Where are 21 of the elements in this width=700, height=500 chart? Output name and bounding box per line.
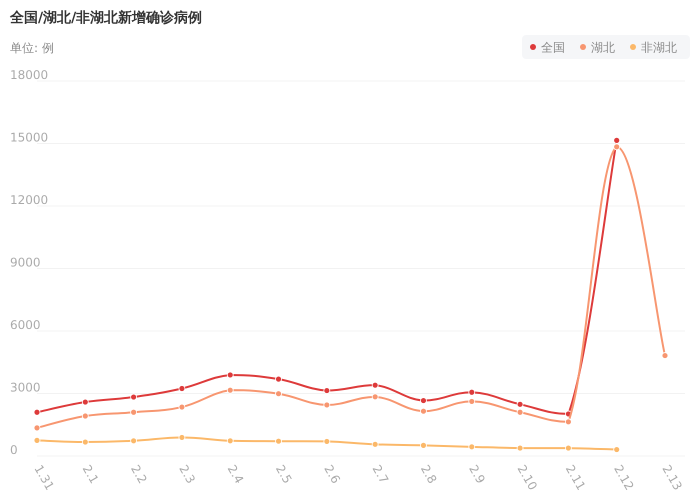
- x-tick-label: 2.4: [224, 462, 246, 486]
- y-axis-title: 单位: 例: [10, 41, 54, 55]
- legend-label: 非湖北: [641, 40, 677, 54]
- x-tick-label: 2.1: [80, 462, 102, 486]
- y-tick-label: 6000: [10, 318, 41, 332]
- x-tick-label: 2.7: [370, 462, 392, 486]
- x-tick-label: 2.6: [321, 462, 343, 486]
- chart-title: 全国/湖北/非湖北新增确诊病例: [9, 9, 202, 26]
- x-tick-label: 2.8: [418, 462, 440, 486]
- x-tick-label: 2.9: [466, 462, 488, 486]
- y-tick-label: 18000: [10, 68, 48, 82]
- x-tick-label: 2.3: [176, 462, 198, 486]
- y-tick-label: 3000: [10, 380, 41, 394]
- y-tick-label: 12000: [10, 193, 48, 207]
- x-tick-label: 2.5: [272, 462, 295, 486]
- y-tick-label: 15000: [10, 130, 48, 144]
- y-tick-label: 9000: [10, 256, 41, 270]
- legend-label: 湖北: [591, 40, 615, 54]
- legend-label: 全国: [541, 40, 565, 54]
- x-tick-label: 2.2: [128, 462, 150, 486]
- y-tick-label: 0: [10, 443, 18, 457]
